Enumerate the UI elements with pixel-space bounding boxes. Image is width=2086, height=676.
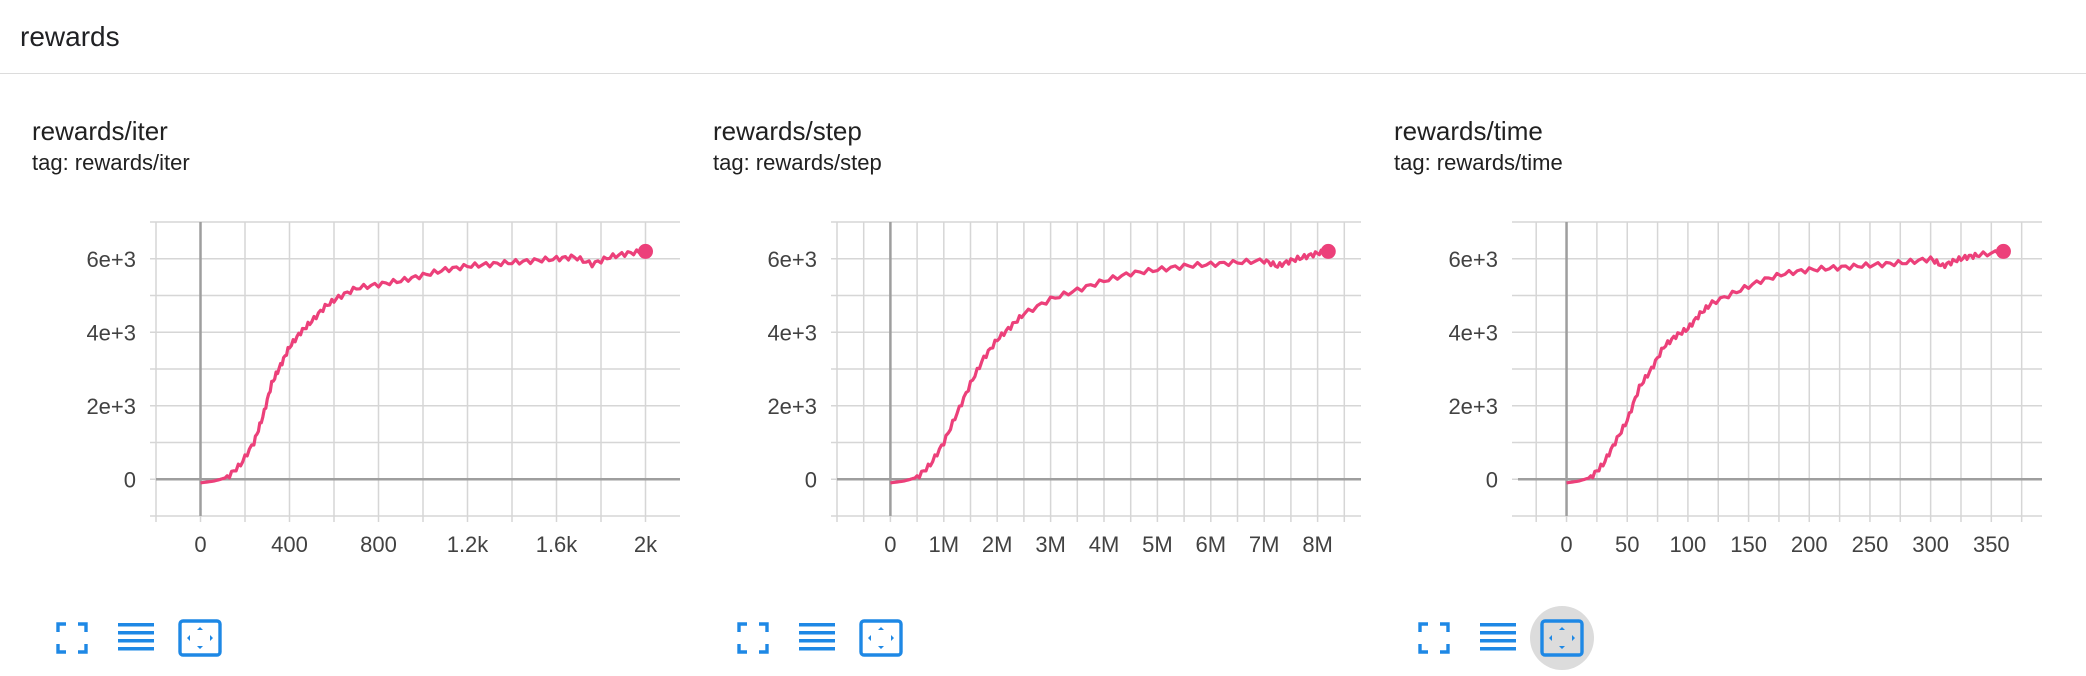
toggle-lines-button[interactable] xyxy=(785,606,849,670)
y-tick-label: 6e+3 xyxy=(1448,247,1498,272)
line-chart-iter: 0 2e+3 4e+3 6e+3 0 400 800 1.2k 1.6k 2k xyxy=(86,221,680,557)
fullscreen-icon xyxy=(56,622,88,654)
x-tick-label: 5M xyxy=(1142,532,1173,557)
fit-domain-button[interactable] xyxy=(168,606,232,670)
series-endpoint-dot xyxy=(1995,243,2011,259)
section-header: rewards xyxy=(0,0,2086,74)
toggle-lines-icon xyxy=(799,623,835,651)
series-line xyxy=(1566,249,2005,485)
chart-controls xyxy=(721,606,913,670)
y-tick-label: 2e+3 xyxy=(767,394,817,419)
fullscreen-icon xyxy=(1418,622,1450,654)
x-tick-label: 2k xyxy=(634,532,658,557)
section-title: rewards xyxy=(20,20,120,52)
x-tick-label: 3M xyxy=(1035,532,1066,557)
chart-card-time: rewards/time tag: rewards/time 0 2e+3 4e+3… xyxy=(1362,74,2042,674)
y-tick-label: 0 xyxy=(124,467,136,492)
y-tick-label: 0 xyxy=(1486,467,1498,492)
x-tick-label: 2M xyxy=(982,532,1013,557)
toggle-lines-icon xyxy=(1480,623,1516,651)
fit-domain-icon xyxy=(178,619,222,657)
y-tick-label: 6e+3 xyxy=(86,247,136,272)
x-tick-label: 350 xyxy=(1973,532,2010,557)
chart-tag: tag: rewards/iter xyxy=(32,150,190,175)
chart-card-iter: rewards/iter tag: rewards/iter 0 2e+3 4e+3… xyxy=(0,74,680,674)
fit-domain-button[interactable] xyxy=(849,606,913,670)
fullscreen-button[interactable] xyxy=(40,606,104,670)
toggle-lines-button[interactable] xyxy=(104,606,168,670)
y-tick-label: 2e+3 xyxy=(86,394,136,419)
x-tick-label: 0 xyxy=(1560,532,1572,557)
x-tick-label: 200 xyxy=(1791,532,1828,557)
series-endpoint-dot xyxy=(638,243,653,259)
chart-title: rewards/iter xyxy=(32,116,168,146)
chart-controls xyxy=(40,606,232,670)
toggle-lines-button[interactable] xyxy=(1466,606,1530,670)
chart-title: rewards/time xyxy=(1394,116,1543,146)
y-tick-label: 4e+3 xyxy=(86,320,136,345)
y-tick-label: 2e+3 xyxy=(1448,394,1498,419)
chart-card-step: rewards/step tag: rewards/step 0 2e+3 4e+3… xyxy=(681,74,1361,674)
chart-controls xyxy=(1402,606,1594,670)
y-tick-label: 0 xyxy=(805,467,817,492)
chart-tag: tag: rewards/time xyxy=(1394,150,1563,175)
x-tick-label: 6M xyxy=(1196,532,1227,557)
x-tick-label: 400 xyxy=(271,532,308,557)
x-tick-label: 7M xyxy=(1249,532,1280,557)
x-tick-label: 8M xyxy=(1302,532,1333,557)
chart-title: rewards/step xyxy=(713,116,862,146)
series-line xyxy=(200,248,647,485)
y-tick-label: 4e+3 xyxy=(1448,320,1498,345)
fit-domain-button[interactable] xyxy=(1530,606,1594,670)
x-tick-label: 1.2k xyxy=(447,532,490,557)
fit-domain-icon xyxy=(1540,619,1584,657)
series-endpoint-dot xyxy=(1320,243,1336,259)
chart-cards: rewards/iter tag: rewards/iter 0 2e+3 4e+3… xyxy=(0,74,2086,674)
x-tick-label: 50 xyxy=(1615,532,1639,557)
x-tick-label: 800 xyxy=(360,532,397,557)
chart-tag: tag: rewards/step xyxy=(713,150,882,175)
x-tick-label: 300 xyxy=(1912,532,1949,557)
x-tick-label: 0 xyxy=(194,532,206,557)
fullscreen-button[interactable] xyxy=(721,606,785,670)
toggle-lines-icon xyxy=(118,623,154,651)
x-tick-label: 0 xyxy=(884,532,896,557)
y-tick-label: 6e+3 xyxy=(767,247,817,272)
x-tick-label: 1M xyxy=(929,532,960,557)
x-tick-label: 4M xyxy=(1089,532,1120,557)
x-tick-label: 150 xyxy=(1730,532,1767,557)
line-chart-step: 0 2e+3 4e+3 6e+3 0 1M 2M 3M 4M 5M 6M 7M 8M xyxy=(767,221,1361,557)
fullscreen-button[interactable] xyxy=(1402,606,1466,670)
line-chart-time: 0 2e+3 4e+3 6e+3 0 50 100 150 200 250 300 350 xyxy=(1448,221,2042,557)
x-tick-label: 250 xyxy=(1852,532,1889,557)
fit-domain-icon xyxy=(859,619,903,657)
x-tick-label: 100 xyxy=(1670,532,1707,557)
fullscreen-icon xyxy=(737,622,769,654)
x-tick-label: 1.6k xyxy=(536,532,579,557)
series-line xyxy=(890,248,1330,485)
y-tick-label: 4e+3 xyxy=(767,320,817,345)
